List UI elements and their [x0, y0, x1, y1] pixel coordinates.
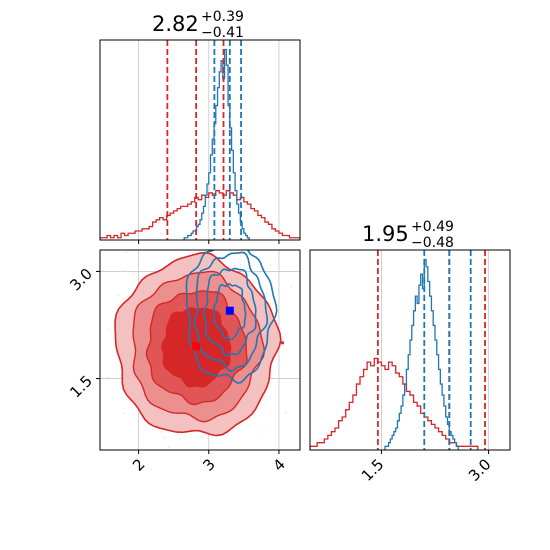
sample-point [175, 199, 177, 201]
sample-point [200, 436, 203, 438]
sample-point [206, 209, 208, 211]
sample-point [263, 396, 266, 398]
sample-point [168, 446, 171, 448]
sample-point [265, 292, 268, 294]
title-param1-minus: −0.41 [201, 25, 244, 41]
blue-density-contours [185, 250, 278, 384]
sample-point [346, 329, 348, 331]
gridlines [381, 250, 489, 450]
sample-point [155, 267, 157, 270]
y-tick-label: 3.0 [66, 265, 96, 295]
x-tick-label: 3.0 [465, 455, 495, 485]
sample-point [107, 376, 110, 379]
blue-contour-level [193, 251, 269, 373]
sample-point [178, 438, 181, 440]
joint-panel: 2 3 4 1.5 3.0 [66, 199, 348, 502]
blue-contour-level [203, 267, 257, 357]
gridlines [138, 40, 280, 240]
blue-contour-level [212, 282, 247, 341]
title-param1-plus: +0.39 [201, 9, 244, 25]
param2-blue-histogram [384, 258, 459, 450]
sample-point [122, 269, 125, 272]
sample-point [160, 431, 162, 433]
sample-point [290, 286, 292, 288]
title-param1: 2.82 [152, 12, 199, 36]
red-outlier-point [280, 341, 285, 345]
title-param2-minus: −0.48 [411, 235, 454, 251]
blue-contour-level [185, 250, 278, 384]
param1-red-histogram [100, 190, 300, 240]
blue-median-marker [225, 306, 234, 315]
x-tick-label: 2 [129, 455, 148, 474]
sample-point [239, 264, 242, 267]
sample-point [117, 294, 120, 296]
sample-point [221, 452, 223, 454]
axes-frame [309, 249, 511, 451]
x-tick-label: 3 [199, 455, 218, 474]
sample-point [228, 246, 230, 248]
sample-point [163, 437, 166, 439]
sample-point [174, 237, 176, 239]
title-param2-plus: +0.49 [411, 219, 454, 235]
title-param2: 1.95 [362, 222, 409, 246]
axes-frame [99, 39, 301, 241]
x-tick-label: 4 [269, 455, 288, 474]
sample-point [116, 217, 118, 219]
param1-blue-histogram [183, 48, 250, 240]
sample-point [284, 411, 287, 414]
sample-point [125, 251, 128, 254]
sample-point [91, 500, 93, 502]
axes-frame [99, 249, 301, 451]
sample-point [122, 412, 125, 415]
marginal-panel-param1: 2.82 +0.39 −0.41 [99, 9, 301, 244]
sample-point [262, 451, 264, 453]
sample-point [169, 455, 171, 457]
param2-red-histogram [310, 357, 479, 450]
sample-point [262, 431, 265, 433]
sample-point [263, 247, 265, 249]
red-median-marker [192, 342, 201, 351]
marginal-panel-param2: 1.5 3.0 1.95 +0.49 −0.48 [309, 219, 511, 485]
sample-point [269, 264, 272, 266]
y-tick-label: 1.5 [66, 372, 96, 402]
sample-point [108, 328, 111, 331]
x-tick-label: 1.5 [358, 455, 388, 485]
